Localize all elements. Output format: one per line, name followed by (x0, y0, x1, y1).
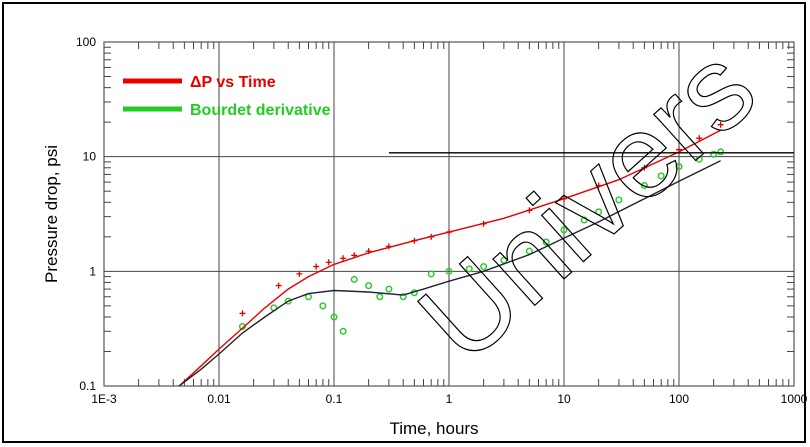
pressure-model-line (178, 129, 721, 387)
bourdet-derivative-point (595, 208, 603, 216)
bourdet-derivative-point (560, 226, 568, 234)
bourdet-derivative-point (427, 270, 435, 278)
bourdet-derivative-point (284, 297, 292, 305)
bourdet-derivative-point (365, 282, 373, 290)
x-tick-label: 100 (669, 392, 689, 406)
p-vs-time-point (696, 135, 703, 142)
bourdet-derivative-point (717, 148, 725, 156)
p-vs-time-point (313, 263, 320, 270)
bourdet-derivative-point (500, 256, 508, 264)
bourdet-derivative-point (385, 285, 393, 293)
legend-label: Bourdet derivative (190, 102, 331, 119)
bourdet-derivative-point (445, 267, 453, 275)
p-vs-time-point (296, 270, 303, 277)
bourdet-derivative-point (657, 172, 665, 180)
bourdet-derivative-point (319, 302, 327, 310)
chart-svg: 1E-3 0.01 0.1 1 10 100 1000 0.1 1 10 100 ΔP vs Time… (76, 21, 808, 406)
bourdet-derivative-point (339, 327, 347, 335)
x-tick-label: 1 (446, 392, 453, 406)
x-tick-label: 1E-3 (91, 392, 117, 406)
bourdet-derivative-point (376, 293, 384, 301)
p-vs-time-point (275, 282, 282, 289)
bourdet-derivative-point (399, 293, 407, 301)
y-tick-label: 1 (89, 264, 96, 278)
bourdet-derivative-point (350, 275, 358, 283)
p-vs-time-point (340, 255, 347, 262)
bourdet-derivative-point (675, 163, 683, 171)
x-axis-label: Time, hours (389, 419, 479, 438)
p-vs-time-point (239, 310, 246, 317)
bourdet-derivative-point (480, 263, 488, 271)
p-vs-time-point (717, 121, 724, 128)
bourdet-derivative-point (542, 238, 550, 246)
x-tick-label: 0.1 (326, 392, 343, 406)
bourdet-derivative-point (580, 216, 588, 224)
y-tick-label: 10 (83, 150, 97, 164)
bourdet-derivative-point (695, 155, 703, 163)
y-tick-label: 0.1 (79, 379, 96, 393)
bourdet-derivative-point (238, 323, 246, 331)
bourdet-derivative-point (640, 182, 648, 190)
bourdet-derivative-point (465, 265, 473, 273)
y-axis-label: Pressure drop, psi (42, 145, 61, 283)
legend-label: ΔP vs Time (190, 74, 276, 91)
derivative-model-line (178, 160, 721, 387)
y-tick-label: 100 (76, 35, 96, 49)
bourdet-derivative-point (330, 313, 338, 321)
x-tick-label: 1000 (781, 392, 808, 406)
x-tick-label: 0.01 (207, 392, 231, 406)
bourdet-derivative-point (710, 150, 718, 158)
x-tick-label: 10 (557, 392, 571, 406)
bourdet-derivative-point (615, 196, 623, 204)
p-vs-time-point (325, 259, 332, 266)
